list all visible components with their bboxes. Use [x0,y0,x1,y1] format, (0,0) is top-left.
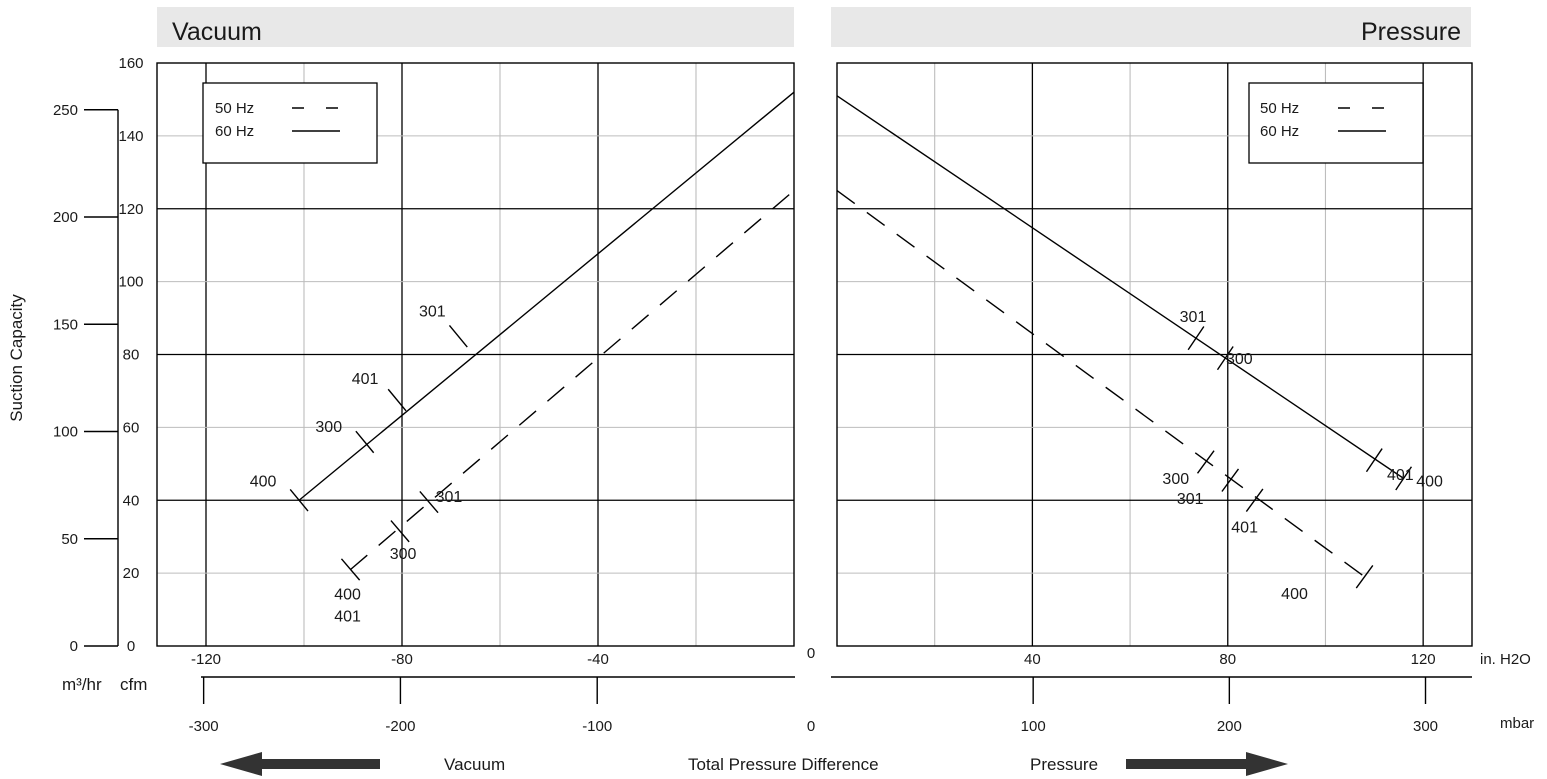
x-zero-inh2o-label: 0 [807,645,815,662]
vacuum-arrow-icon [220,752,380,776]
vacuum-model-marker-60hz [355,430,375,454]
x-unit-inh2o: in. H2O [1480,651,1531,668]
y-tick-m3hr-label: 200 [53,209,78,226]
y-tick-m3hr-label: 0 [70,638,78,655]
y-tick-cfm-label: 60 [123,419,140,436]
vacuum-mbar-tick-label: -300 [189,718,219,735]
x-zero-mbar-label: 0 [807,718,815,735]
pressure-plot-frame [836,62,1473,647]
vacuum-model-marker-50hz [390,520,410,543]
vacuum-model-marker-50hz [419,490,439,514]
vacuum-mbar-tick-label: -100 [582,718,612,735]
y-axis-m3hr-unit: m³/hr [62,675,102,694]
pressure-model-label-60hz: 300 [1226,351,1253,368]
pressure-arrow-icon [1126,752,1288,776]
total-pressure-difference-label: Total Pressure Difference [688,755,879,774]
y-tick-cfm-label: 20 [123,565,140,582]
pressure-model-marker-60hz [1187,326,1205,351]
pressure-legend-50hz-label: 50 Hz [1260,100,1299,117]
pressure-model-label-60hz: 400 [1416,473,1443,490]
pressure-model-marker-60hz [1365,448,1383,473]
vacuum-model-label-60hz: 301 [419,303,446,320]
pressure-model-marker-50hz [1245,488,1264,512]
vacuum-model-marker-60hz [289,489,309,512]
vacuum-plot-frame [156,62,795,647]
pressure-series-60hz-line [836,95,1405,479]
y-tick-cfm-label: 140 [118,128,143,145]
vacuum-model-label-50hz: 301 [436,489,463,506]
y-tick-m3hr-label: 150 [53,316,78,333]
y-axis-title: Suction Capacity [7,294,26,422]
pressure-direction-label: Pressure [1030,755,1098,774]
y-tick-cfm-label: 100 [118,274,143,291]
pressure-x-tick-inh2o-label: 80 [1219,651,1236,668]
vacuum-model-label-60hz: 400 [250,473,277,490]
vacuum-legend: 50 Hz 60 Hz [202,82,378,164]
pressure-mbar-tick-label: 200 [1217,718,1242,735]
vacuum-mbar-tick-label: -200 [385,718,415,735]
vacuum-header-title: Vacuum [172,18,262,46]
pressure-model-label-50hz: 300 [1162,471,1189,488]
pressure-model-marker-50hz [1221,468,1240,492]
vacuum-series-50hz-line [350,189,795,571]
pressure-model-marker-50hz [1196,450,1215,474]
y-tick-m3hr-label: 100 [53,424,78,441]
vacuum-legend-50hz-label: 50 Hz [215,100,254,117]
pressure-legend-60hz-label: 60 Hz [1260,123,1299,140]
pressure-series-50hz-line [836,189,1365,578]
vacuum-model-label-50hz: 300 [390,546,417,563]
pressure-model-label-50hz: 400 [1281,586,1308,603]
y-tick-cfm-label: 0 [127,638,135,655]
y-axis-cfm-unit: cfm [120,675,147,694]
grid-layer [157,63,1472,646]
pressure-model-marker-50hz [1355,565,1374,589]
vacuum-direction-label: Vacuum [444,755,505,774]
pressure-x-tick-inh2o-label: 40 [1024,651,1041,668]
pressure-model-marker-60hz [1395,466,1413,491]
pressure-model-label-50hz: 401 [1231,519,1258,536]
pressure-model-marker-60hz [1216,346,1234,371]
axis-layer: 0 20 40 60 80 100 120 140 160 0 50 100 150 200 250 -120… [53,55,1472,735]
vacuum-x-tick-inh2o-label: -80 [391,651,413,668]
vacuum-model-label-50hz: 400 [334,586,361,603]
y-tick-cfm-label: 160 [118,55,143,72]
vacuum-legend-60hz-label: 60 Hz [215,123,254,140]
vacuum-x-tick-inh2o-label: -40 [587,651,609,668]
y-tick-m3hr-label: 250 [53,102,78,119]
vacuum-model-marker-60hz [387,388,407,412]
vacuum-x-tick-inh2o-label: -120 [191,651,221,668]
vacuum-model-marker-50hz [340,558,361,581]
vacuum-series-60hz-line [298,91,795,501]
pressure-mbar-tick-label: 100 [1021,718,1046,735]
x-unit-mbar: mbar [1500,715,1534,732]
pressure-header-bar [831,7,1471,47]
y-tick-cfm-label: 80 [123,347,140,364]
y-tick-m3hr-label: 50 [61,531,78,548]
pressure-model-label-60hz: 301 [1180,309,1207,326]
pressure-x-tick-inh2o-label: 120 [1411,651,1436,668]
y-tick-cfm-label: 40 [123,492,140,509]
pressure-mbar-tick-label: 300 [1413,718,1438,735]
pressure-header-title: Pressure [1361,18,1461,46]
vacuum-model-marker-60hz [448,325,468,348]
y-tick-cfm-label: 120 [118,201,143,218]
pressure-model-label-50hz: 301 [1177,491,1204,508]
vacuum-model-label-60hz: 401 [352,371,379,388]
pressure-model-label-60hz: 401 [1387,467,1414,484]
vacuum-model-label-60hz: 300 [315,419,342,436]
vacuum-header-bar [157,7,794,47]
vacuum-model-label-50hz: 401 [334,608,361,625]
pressure-legend: 50 Hz 60 Hz [1248,82,1424,164]
